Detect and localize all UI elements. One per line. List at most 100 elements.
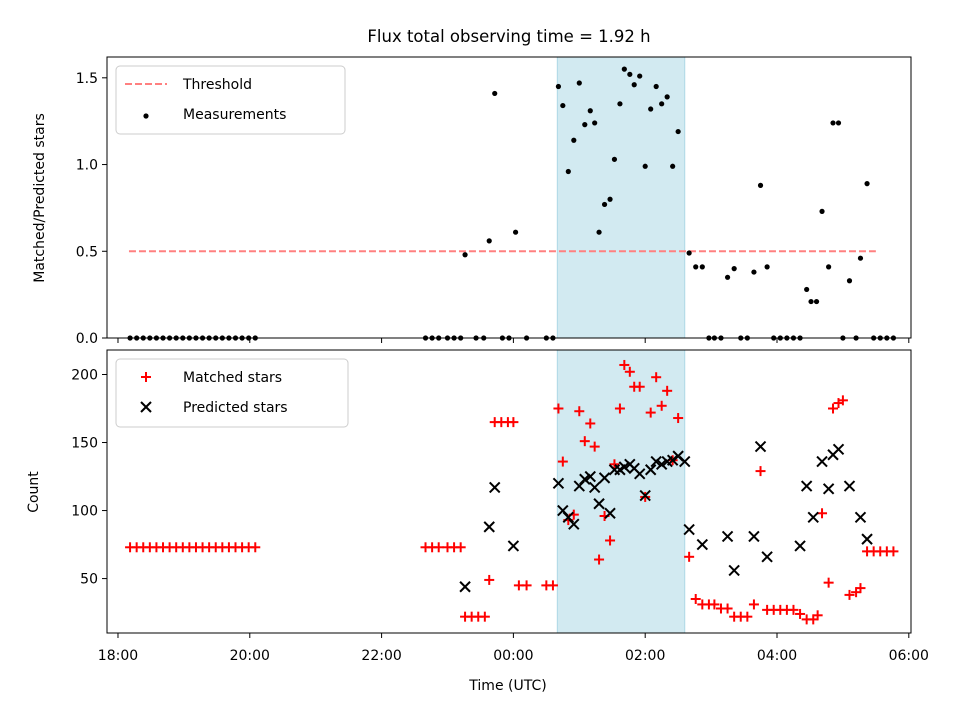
legend-label: Threshold — [182, 77, 252, 93]
matched-star-point — [585, 418, 596, 429]
series-x — [459, 440, 873, 593]
matched-star-point — [619, 359, 630, 370]
predicted-star-point — [794, 540, 806, 552]
matched-star-point — [433, 542, 444, 553]
predicted-star-stroke-b — [584, 470, 596, 483]
matched-star-point — [574, 406, 585, 417]
legend: Matched stars Predicted stars — [115, 358, 349, 428]
predicted-star-point — [721, 530, 734, 543]
matched-star-point — [888, 546, 899, 557]
predicted-star-point — [568, 518, 580, 530]
measurement-point — [565, 168, 571, 175]
predicted-star-point — [854, 511, 867, 524]
predicted-star-stroke-b — [489, 481, 501, 494]
axes-frame — [106, 56, 912, 339]
matched-star-point — [624, 366, 635, 377]
measurement-point — [830, 120, 836, 126]
predicted-star-point — [618, 461, 631, 473]
matched-star-point — [594, 554, 605, 565]
legend-label: Matched stars — [183, 370, 282, 386]
matched-star-point — [795, 608, 806, 619]
predicted-star-stroke-b — [557, 504, 569, 517]
measurement-point — [631, 82, 637, 88]
x-tick-label: 22:00 — [361, 648, 401, 664]
predicted-star-stroke-b — [644, 464, 657, 476]
predicted-star-stroke-b — [628, 462, 640, 475]
predicted-star-point — [822, 483, 835, 495]
predicted-star-stroke-b — [639, 489, 651, 502]
measurement-point — [846, 278, 853, 284]
predicted-star-point — [728, 564, 740, 577]
measurement-point — [512, 229, 519, 235]
predicted-star-stroke-b — [721, 530, 734, 543]
measurement-point — [462, 252, 468, 258]
measurement-point — [486, 238, 492, 244]
x-tick-label: 00:00 — [493, 648, 533, 664]
predicted-star-stroke-b — [598, 472, 611, 484]
measurement-point — [693, 264, 699, 270]
measurement-point — [659, 101, 665, 107]
predicted-star-stroke-b — [761, 551, 773, 563]
predicted-star-stroke-b — [633, 468, 646, 480]
predicted-star-stroke-b — [579, 473, 591, 485]
predicted-star-point — [639, 489, 651, 502]
predicted-star-point — [604, 507, 616, 519]
chart-title: Flux total observing time = 1.92 h — [367, 27, 650, 46]
predicted-star-point — [832, 443, 845, 456]
predicted-star-stroke-b — [794, 540, 806, 552]
y-tick-label: 50 — [80, 572, 98, 588]
series-plus — [125, 359, 899, 625]
matched-star-point — [250, 542, 261, 553]
predicted-star-point — [598, 472, 611, 484]
predicted-star-stroke-b — [650, 455, 662, 468]
matched-star-point — [828, 403, 839, 414]
y-tick-label: 0.0 — [76, 331, 98, 347]
y-tick-label: 0.5 — [76, 244, 98, 260]
y-tick-label: 100 — [71, 504, 98, 520]
measurement-point — [607, 196, 613, 202]
predicted-star-point — [650, 455, 662, 468]
predicted-star-stroke-b — [861, 533, 873, 545]
predicted-star-stroke-b — [672, 450, 684, 462]
measurement-point — [835, 120, 842, 126]
matched-star-point — [614, 403, 625, 414]
measurement-point — [571, 137, 577, 143]
legend: Threshold Measurements — [115, 65, 346, 135]
legend-predicted-swatch-b — [140, 401, 152, 413]
measurement-point — [819, 208, 825, 214]
predicted-star-point — [552, 477, 565, 490]
measurement-point — [764, 264, 770, 270]
matched-star-point — [557, 456, 568, 467]
predicted-star-stroke-b — [728, 564, 740, 577]
predicted-star-point — [807, 511, 819, 524]
measurement-point — [686, 250, 692, 256]
predicted-star-stroke-b — [822, 483, 835, 495]
matched-star-point — [605, 535, 616, 546]
predicted-star-stroke-b — [696, 538, 709, 551]
predicted-star-point — [748, 530, 760, 543]
matched-star-point — [579, 436, 590, 447]
legend-measurement-swatch — [143, 113, 149, 119]
predicted-star-stroke-b — [568, 518, 580, 530]
measurement-point — [699, 264, 705, 270]
predicted-star-stroke-b — [843, 480, 856, 492]
measurement-point — [560, 102, 566, 109]
highlight-span — [556, 56, 686, 339]
matched-star-point — [755, 466, 766, 477]
x-tick-label: 04:00 — [757, 648, 797, 664]
y-tick-label: 150 — [71, 436, 98, 452]
matched-star-point — [662, 385, 673, 396]
matched-star-point — [722, 603, 733, 614]
matched-star-point — [837, 395, 848, 406]
matched-star-point — [690, 593, 701, 604]
highlight-span — [556, 349, 686, 634]
matched-star-point — [479, 611, 490, 622]
predicted-star-point — [584, 470, 596, 483]
predicted-star-point — [593, 498, 605, 510]
predicted-star-stroke-b — [507, 540, 520, 552]
y-tick-label: 1.0 — [76, 158, 98, 174]
predicted-star-point — [679, 455, 691, 468]
legend-box — [115, 358, 349, 428]
predicted-star-point — [800, 480, 813, 492]
